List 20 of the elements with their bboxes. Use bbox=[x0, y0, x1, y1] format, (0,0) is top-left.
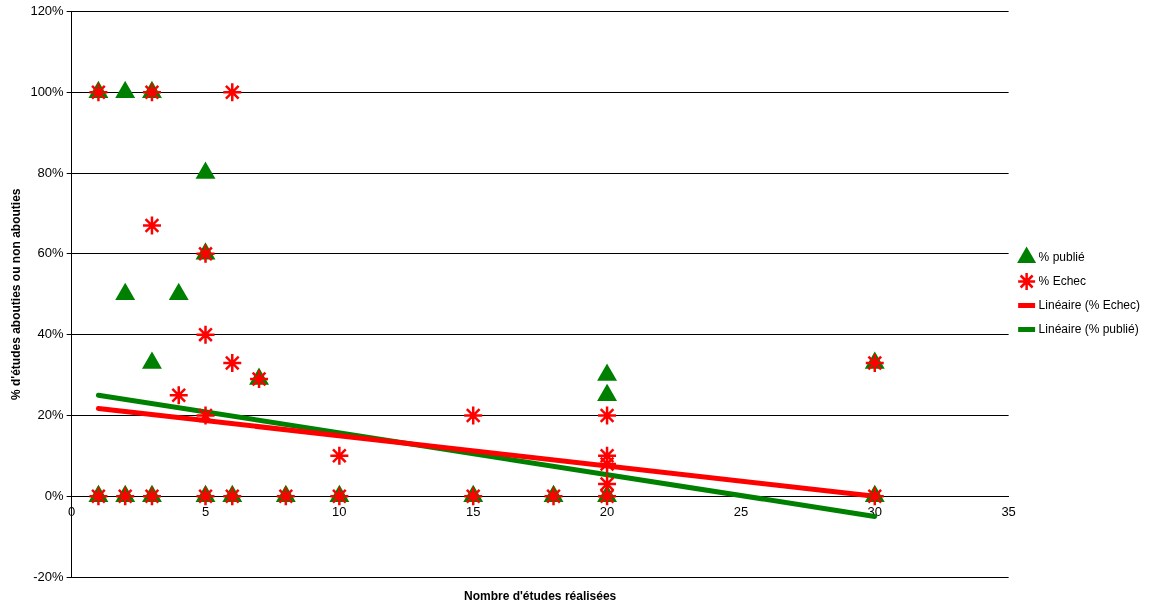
y-tick-label: 80% bbox=[37, 164, 65, 180]
y-tick-label: 40% bbox=[37, 326, 65, 342]
legend-label: % publié bbox=[1038, 249, 1085, 264]
y-tick-label: 120% bbox=[30, 3, 65, 19]
x-tick-label: 5 bbox=[201, 503, 210, 519]
legend-label: Linéaire (% publié) bbox=[1038, 321, 1139, 336]
x-tick-label: 20 bbox=[599, 503, 615, 519]
x-axis-title: Nombre d'études réalisées bbox=[464, 589, 617, 604]
x-tick-label: 10 bbox=[332, 503, 347, 519]
y-tick-label: -20% bbox=[33, 568, 65, 584]
y-tick-label: 100% bbox=[30, 83, 65, 99]
y-tick-label: 0% bbox=[44, 487, 65, 503]
y-tick-label: 60% bbox=[37, 245, 65, 261]
x-tick-label: 35 bbox=[1001, 503, 1016, 519]
x-tick-label: 15 bbox=[465, 503, 481, 519]
y-axis-title: % d'études abouties ou non abouties bbox=[8, 188, 23, 401]
y-tick-label: 20% bbox=[37, 407, 65, 423]
legend-label: Linéaire (% Echec) bbox=[1038, 297, 1141, 312]
legend-label: % Echec bbox=[1038, 273, 1086, 288]
x-tick-label: 25 bbox=[733, 503, 749, 519]
